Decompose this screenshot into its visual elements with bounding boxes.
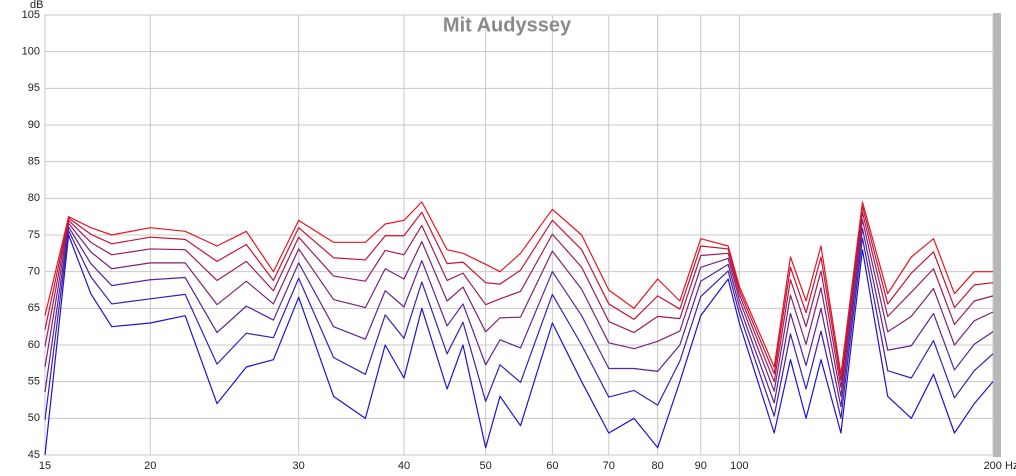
series-line: [44, 230, 994, 420]
series-line: [44, 201, 993, 375]
y-tick-label: 95: [28, 82, 40, 94]
y-tick-label: 105: [22, 9, 40, 21]
y-axis-label: dB: [30, 0, 43, 11]
x-tick-label: 20: [144, 460, 156, 472]
x-tick-label: 70: [603, 460, 615, 472]
lines: [44, 201, 994, 456]
series-line: [44, 234, 994, 456]
y-tick-label: 70: [28, 266, 40, 278]
x-tick-label: 40: [398, 460, 410, 472]
series-line: [44, 219, 994, 397]
x-tick-label: 30: [293, 460, 305, 472]
y-tick-label: 45: [28, 449, 40, 461]
x-tick-label: 80: [652, 460, 664, 472]
chart-title: Mit Audyssey: [443, 14, 572, 36]
x-tick-label: 50: [480, 460, 492, 472]
x-tick-label: 90: [695, 460, 707, 472]
series-line: [44, 211, 994, 389]
y-tick-label: 75: [28, 229, 40, 241]
y-tick-label: 90: [28, 119, 40, 131]
y-tick-label: 50: [28, 412, 40, 424]
series-line: [44, 226, 994, 408]
y-tick-label: 80: [28, 192, 40, 204]
frame-shadow: [993, 13, 1001, 457]
series-line: [44, 205, 994, 381]
x-tick-label: 60: [546, 460, 558, 472]
x-tick-label: 100: [730, 460, 748, 472]
y-tick-label: 100: [22, 46, 40, 58]
x-tick-label: 15: [39, 460, 51, 472]
y-tick-label: 85: [28, 156, 40, 168]
y-tick-label: 65: [28, 302, 40, 314]
y-tick-label: 55: [28, 376, 40, 388]
y-tick-label: 60: [28, 339, 40, 351]
x-tick-label: 200 Hz: [984, 460, 1016, 472]
